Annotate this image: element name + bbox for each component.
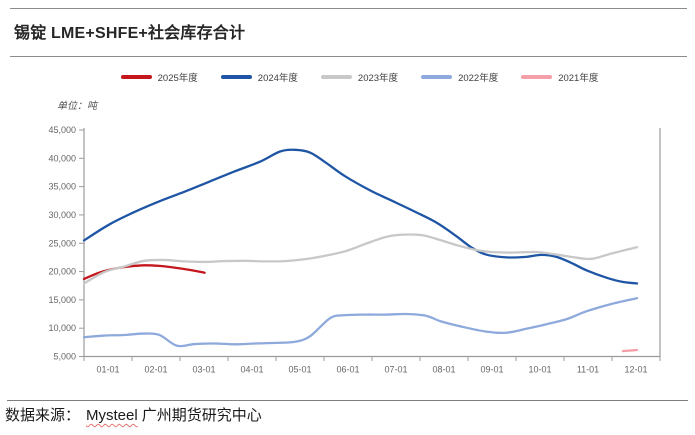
legend-swatch-2023 — [320, 75, 352, 79]
y-tick-label: 5,000 — [53, 352, 76, 362]
chart-legend: 2025年度 2024年度 2023年度 2022年度 2021年度 — [12, 70, 695, 84]
legend-swatch-2024 — [220, 75, 252, 79]
legend-label-2021: 2021年度 — [558, 73, 599, 84]
source-suffix: 广州期货研究中心 — [141, 407, 262, 424]
x-tick-label: 10-01 — [528, 365, 551, 375]
legend-item-2025: 2025年度 — [120, 70, 198, 84]
legend-label-2025: 2025年度 — [157, 73, 198, 84]
y-tick-label: 15,000 — [48, 295, 76, 305]
x-tick-label: 07-01 — [384, 365, 407, 375]
unit-label: 单位：吨 — [57, 101, 97, 112]
top-divider — [10, 8, 687, 9]
title-divider — [10, 56, 687, 57]
y-tick-label: 30,000 — [48, 210, 76, 220]
series-line-2023 — [82, 233, 639, 285]
legend-item-2021: 2021年度 — [521, 70, 598, 84]
x-tick-label: 09-01 — [480, 365, 503, 375]
series-line-2022 — [82, 297, 639, 348]
y-tick-label: 40,000 — [48, 153, 76, 163]
y-tick-label: 20,000 — [48, 267, 76, 277]
x-tick-label: 06-01 — [336, 365, 359, 375]
x-tick-label: 01-01 — [96, 365, 119, 375]
x-tick-label: 11-01 — [577, 365, 599, 375]
y-tick-label: 35,000 — [48, 182, 76, 192]
legend-label-2023: 2023年度 — [357, 73, 399, 84]
x-tick-label: 08-01 — [432, 365, 455, 375]
series-line-2021 — [621, 348, 639, 353]
legend-label-2024: 2024年度 — [257, 73, 298, 84]
legend-item-2022: 2022年度 — [421, 70, 498, 84]
x-tick-label: 04-01 — [240, 365, 263, 375]
legend-swatch-2025 — [120, 75, 152, 79]
source-name: Mysteel — [86, 407, 138, 424]
legend-label-2022: 2022年度 — [458, 73, 499, 84]
legend-swatch-2022 — [421, 75, 453, 79]
y-tick-label: 45,000 — [48, 125, 76, 135]
y-tick-label: 10,000 — [48, 323, 76, 333]
page-title: 锡锭 LME+SHFE+社会库存合计 — [14, 25, 246, 42]
source-prefix: 数据来源： — [5, 407, 81, 424]
x-tick-label: 03-01 — [192, 365, 215, 375]
y-tick-label: 25,000 — [48, 238, 76, 248]
source-divider — [7, 400, 688, 401]
series-line-2024 — [82, 148, 639, 285]
x-tick-label: 12-01 — [624, 365, 647, 375]
legend-swatch-2021 — [521, 75, 553, 79]
legend-item-2023: 2023年度 — [320, 70, 399, 84]
legend-item-2024: 2024年度 — [220, 70, 298, 84]
source-line: 数据来源： Mysteel 广州期货研究中心 — [5, 404, 262, 425]
x-tick-label: 05-01 — [288, 365, 311, 375]
x-tick-label: 02-01 — [144, 365, 167, 375]
